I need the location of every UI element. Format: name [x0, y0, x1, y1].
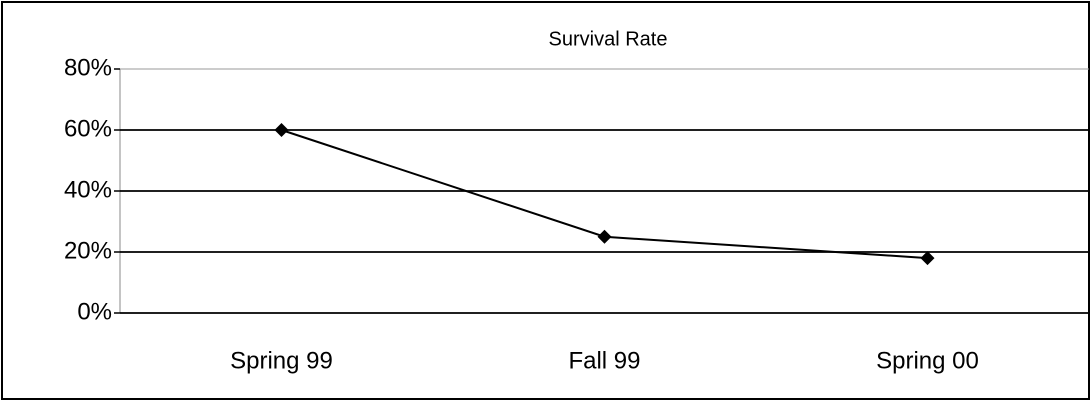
point — [597, 229, 612, 244]
x-tick-label: Spring 99 — [230, 347, 333, 374]
y-tick-label: 20% — [64, 237, 112, 264]
point — [920, 251, 935, 266]
point — [274, 123, 289, 137]
chart-title: Survival Rate — [549, 28, 668, 50]
x-tick-label: Spring 00 — [876, 347, 979, 374]
x-tick-label: Fall 99 — [568, 347, 640, 374]
y-tick-label: 80% — [64, 54, 112, 81]
y-tick-label: 40% — [64, 176, 112, 203]
y-tick-label: 0% — [77, 298, 112, 325]
y-tick-label: 60% — [64, 115, 112, 142]
